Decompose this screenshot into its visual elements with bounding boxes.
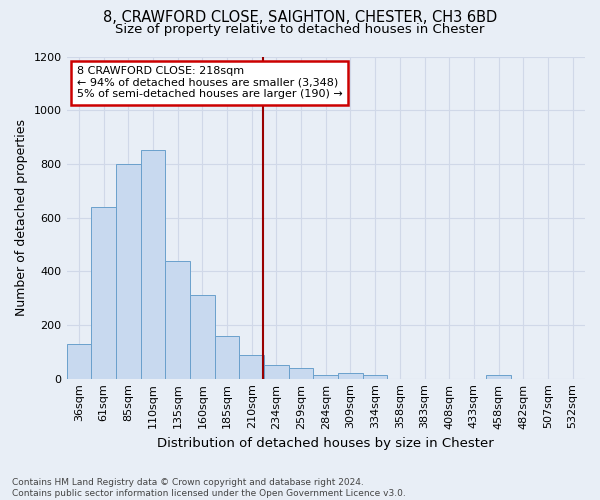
Bar	[486, 376, 511, 378]
Bar	[239, 354, 264, 378]
Y-axis label: Number of detached properties: Number of detached properties	[15, 119, 28, 316]
Bar	[264, 366, 289, 378]
Bar	[116, 164, 140, 378]
Text: 8, CRAWFORD CLOSE, SAIGHTON, CHESTER, CH3 6BD: 8, CRAWFORD CLOSE, SAIGHTON, CHESTER, CH…	[103, 10, 497, 25]
Bar	[289, 368, 313, 378]
Bar	[91, 207, 116, 378]
Bar	[67, 344, 91, 378]
Bar	[165, 260, 190, 378]
Bar	[215, 336, 239, 378]
Bar	[363, 376, 388, 378]
Text: Size of property relative to detached houses in Chester: Size of property relative to detached ho…	[115, 22, 485, 36]
Bar	[313, 374, 338, 378]
Text: 8 CRAWFORD CLOSE: 218sqm
← 94% of detached houses are smaller (3,348)
5% of semi: 8 CRAWFORD CLOSE: 218sqm ← 94% of detach…	[77, 66, 343, 100]
Bar	[338, 374, 363, 378]
Text: Contains HM Land Registry data © Crown copyright and database right 2024.
Contai: Contains HM Land Registry data © Crown c…	[12, 478, 406, 498]
X-axis label: Distribution of detached houses by size in Chester: Distribution of detached houses by size …	[157, 437, 494, 450]
Bar	[190, 296, 215, 378]
Bar	[140, 150, 165, 378]
